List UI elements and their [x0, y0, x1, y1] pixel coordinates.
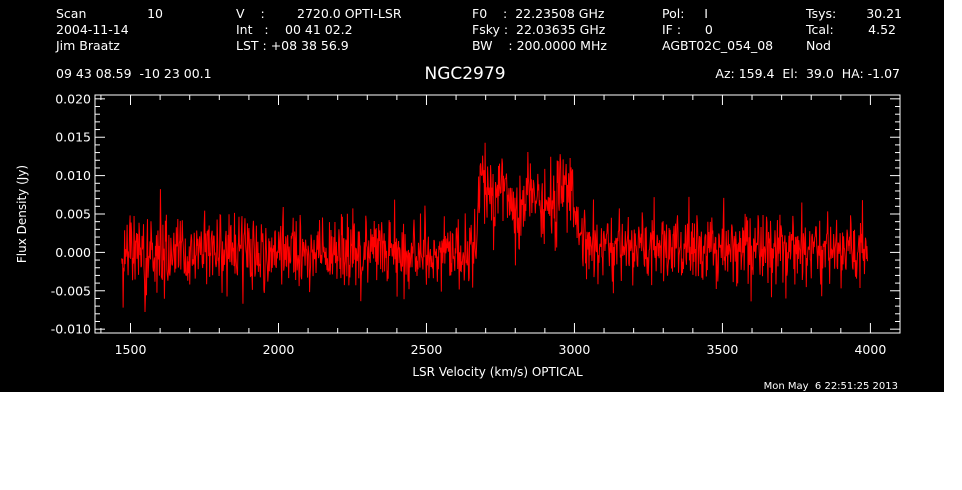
scan-number: 10 — [147, 6, 163, 21]
x-tick-label: 1500 — [115, 342, 147, 357]
bandwidth: BW : 200.0000 MHz — [472, 38, 607, 53]
observation-date: 2004-11-14 — [56, 22, 129, 37]
x-axis-label: LSR Velocity (km/s) OPTICAL — [412, 365, 583, 379]
series-layer — [121, 142, 868, 313]
rest-frequency: F0 : 22.23508 GHz — [472, 6, 605, 21]
tcal-label: Tcal: — [806, 22, 834, 37]
source-name: NGC2979 — [424, 64, 506, 84]
integration-value: 00 41 02.2 — [285, 22, 353, 37]
if-number: IF : 0 — [662, 22, 713, 37]
lst-text: LST : +08 38 56.9 — [236, 38, 349, 53]
ticks-layer: 1500 2000 2500 3000 3500 4000 -0.010 -0.005 0.00… — [51, 91, 901, 357]
y-tick-label: -0.010 — [51, 322, 91, 337]
source-coordinates: 09 43 08.59 -10 23 00.1 — [56, 66, 212, 81]
y-tick-label: 0.005 — [55, 207, 91, 222]
integration-label: Int : — [236, 22, 269, 37]
render-timestamp: Mon May 6 22:51:25 2013 — [763, 381, 898, 392]
x-tick-label: 4000 — [854, 342, 886, 357]
velocity-value: 2720.0 OPTI-LSR — [297, 6, 402, 21]
x-tick-label: 2500 — [411, 342, 443, 357]
x-tick-label: 3500 — [707, 342, 739, 357]
y-tick-label: 0.010 — [55, 168, 91, 183]
x-tick-label: 3000 — [559, 342, 591, 357]
x-tick-label: 2000 — [263, 342, 295, 357]
scan-label: Scan — [56, 6, 87, 21]
y-axis-label: Flux Density (Jy) — [15, 165, 29, 263]
spectrum-series-line — [121, 142, 868, 313]
tcal-value: 4.52 — [868, 22, 896, 37]
observer-name: Jim Braatz — [56, 38, 120, 53]
project-id: AGBT02C_054_08 — [662, 38, 774, 53]
tsys-value: 30.21 — [866, 6, 902, 21]
observing-mode: Nod — [806, 38, 831, 53]
y-tick-label: 0.020 — [55, 91, 91, 106]
spectrum-panel: Scan 10 2004-11-14 Jim Braatz V : 2720.0… — [0, 0, 944, 392]
spectrum-plot: 1500 2000 2500 3000 3500 4000 -0.010 -0.005 0.00… — [15, 91, 901, 379]
y-tick-label: 0.015 — [55, 130, 91, 145]
plot-frame — [94, 94, 901, 334]
y-tick-label: 0.000 — [55, 245, 91, 260]
velocity-label: V : — [236, 6, 265, 21]
tsys-label: Tsys: — [806, 6, 837, 21]
polarization: Pol: I — [662, 6, 708, 21]
y-tick-label: -0.005 — [51, 283, 91, 298]
az-el-ha: Az: 159.4 El: 39.0 HA: -1.07 — [715, 66, 900, 81]
sky-frequency: Fsky : 22.03635 GHz — [472, 22, 606, 37]
